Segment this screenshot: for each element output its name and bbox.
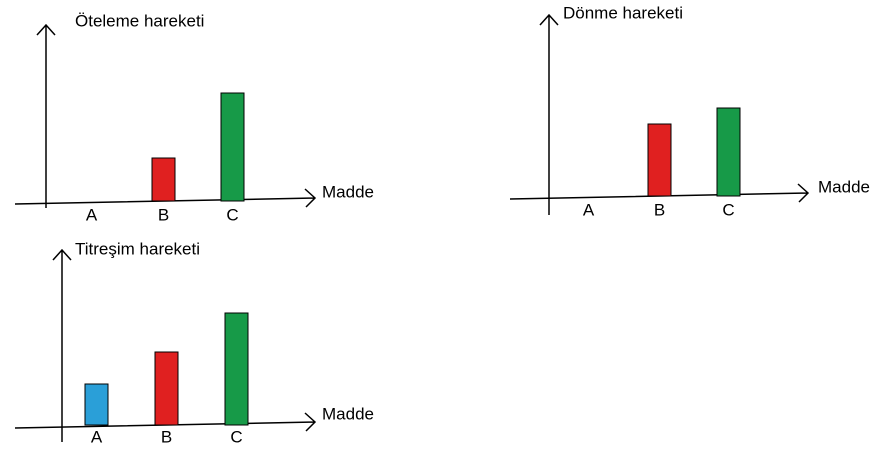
- bar: [224, 312, 249, 426]
- x-axis-label: Madde: [818, 177, 870, 196]
- x-axis-label: Madde: [322, 404, 374, 423]
- x-tick-label: B: [161, 427, 172, 446]
- bar: [154, 351, 179, 426]
- y-axis: [539, 13, 559, 215]
- x-tick-label: C: [722, 200, 734, 219]
- chart-title: Dönme hareketi: [563, 3, 683, 22]
- x-tick-label: C: [230, 427, 242, 446]
- y-axis: [36, 23, 56, 208]
- y-axis: [52, 248, 72, 442]
- bar: [84, 383, 109, 426]
- bar: [151, 157, 176, 202]
- x-tick-label: A: [583, 200, 595, 219]
- bar: [716, 107, 741, 197]
- x-tick-label: B: [158, 205, 169, 224]
- chart-title: Titreşim hareketi: [75, 239, 200, 258]
- x-tick-label: C: [226, 205, 238, 224]
- bar: [647, 123, 672, 197]
- x-axis-label: Madde: [322, 182, 374, 201]
- x-tick-label: A: [91, 427, 103, 446]
- x-tick-label: A: [86, 205, 98, 224]
- chart-title: Öteleme hareketi: [75, 11, 204, 30]
- bar: [220, 92, 245, 202]
- x-tick-label: B: [654, 200, 665, 219]
